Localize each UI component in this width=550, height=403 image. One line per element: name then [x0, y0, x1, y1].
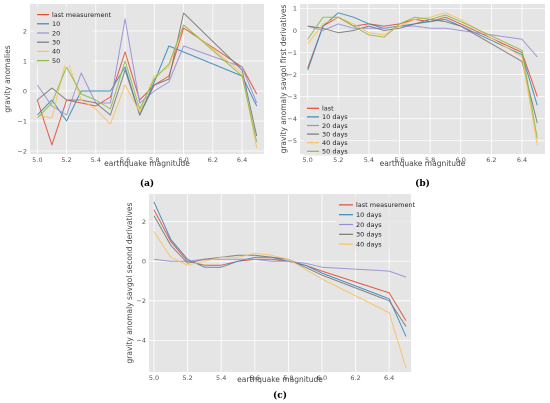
x-tick-label: 6.0 — [317, 374, 327, 382]
x-axis-label: earthquake magnitude — [380, 159, 466, 168]
series-line-3 — [36, 12, 258, 137]
legend-label: 20 — [52, 29, 60, 37]
legend-box — [34, 6, 92, 66]
x-tick-label: 5.4 — [91, 156, 101, 164]
x-tick-label: 5.6 — [394, 156, 404, 164]
y-tick-label: −4 — [287, 115, 297, 123]
series-line-3 — [153, 215, 407, 327]
legend-label: 50 days — [322, 148, 348, 156]
series-line-5 — [307, 14, 538, 139]
legend-label: 30 days — [322, 130, 348, 138]
legend-box — [304, 100, 344, 156]
chart-panel-a: 5.0 5.2 5.4 5.6 5.8 6.0 6.2 6.4 −2 −1 0 1 2 earthquak… — [3, 4, 264, 189]
y-tick-label: −1 — [17, 117, 27, 125]
x-tick-label: 5.8 — [283, 374, 293, 382]
chart-panel-b: 5.0 5.2 5.4 5.6 5.8 6.0 6.2 6.4 −5 −4 −3 −2 −1 0 1 eart… — [279, 4, 545, 189]
panel-label: (b) — [415, 178, 430, 189]
y-tick-label: −1 — [287, 49, 297, 57]
legend: last measurement 10 days 20 days 30 days40 … — [336, 196, 416, 249]
y-axis-label: gravity anomalies — [3, 45, 12, 112]
series-line-2 — [153, 258, 407, 278]
y-tick-label: −2 — [287, 71, 297, 79]
legend-label: 40 days — [356, 240, 382, 248]
series-line-1 — [153, 201, 407, 337]
x-tick-label: 5.4 — [364, 156, 374, 164]
x-tick-label: 6.4 — [384, 374, 394, 382]
y-axis-label: gravity anomaly savgol first derivatives — [279, 4, 288, 153]
series-line-3 — [307, 18, 538, 124]
x-tick-label: 5.2 — [182, 374, 192, 382]
legend-label: 20 days — [322, 122, 348, 130]
panel-label: (a) — [140, 178, 154, 189]
y-tick-label: 2 — [142, 218, 146, 226]
x-tick-label: 6.0 — [456, 156, 466, 164]
x-tick-label: 5.6 — [120, 156, 130, 164]
legend-label: 30 days — [356, 231, 382, 239]
series-line-5 — [36, 24, 258, 143]
x-tick-label: 5.2 — [61, 156, 71, 164]
x-tick-label: 5.4 — [216, 374, 226, 382]
legend-label: 40 — [52, 48, 60, 56]
y-tick-label: −2 — [136, 297, 146, 305]
x-tick-label: 5.0 — [302, 156, 312, 164]
y-axis-label: gravity anomaly savgol second derivative… — [125, 202, 134, 363]
x-tick-label: 5.6 — [250, 374, 260, 382]
legend-label: 50 — [52, 57, 60, 65]
y-tick-label: −4 — [136, 337, 146, 345]
chart-panel-c: 5.0 5.2 5.4 5.6 5.8 6.0 6.2 6.4 −4 −2 0 2 earthquake… — [125, 194, 416, 401]
y-tick-label: 1 — [23, 57, 27, 65]
legend-label: 20 days — [356, 221, 382, 229]
legend-label: last measurement — [52, 11, 112, 19]
series-line-1 — [36, 45, 258, 122]
y-tick-label: −3 — [287, 93, 297, 101]
x-tick-label: 5.0 — [32, 156, 42, 164]
x-axis-label: earthquake magnitude — [104, 159, 190, 168]
y-tick-label: −5 — [287, 137, 297, 145]
legend-box — [336, 196, 410, 249]
legend-label: 40 days — [322, 139, 348, 147]
y-tick-label: 0 — [142, 258, 146, 266]
legend-label: 10 days — [322, 113, 348, 121]
x-tick-label: 6.4 — [237, 156, 247, 164]
y-tick-label: 0 — [23, 87, 27, 95]
legend-label: 10 — [52, 20, 60, 28]
series-line-4 — [153, 231, 407, 369]
x-tick-label: 5.0 — [149, 374, 159, 382]
x-tick-label: 5.8 — [425, 156, 435, 164]
x-axis-label: earthquake magnitude — [237, 375, 323, 384]
series-line-2 — [36, 18, 258, 116]
x-tick-label: 6.2 — [350, 374, 360, 382]
x-tick-label: 6.0 — [178, 156, 188, 164]
legend-label: 30 — [52, 39, 60, 47]
y-tick-label: 2 — [23, 27, 27, 35]
x-tick-label: 5.8 — [149, 156, 159, 164]
x-tick-label: 6.2 — [486, 156, 496, 164]
y-tick-label: 0 — [293, 27, 297, 35]
x-tick-label: 6.4 — [517, 156, 527, 164]
x-tick-label: 5.2 — [333, 156, 343, 164]
panel-label: (c) — [273, 390, 287, 401]
legend-label: last — [322, 105, 334, 113]
legend-label: last measurement — [356, 201, 416, 209]
x-tick-label: 6.2 — [208, 156, 218, 164]
y-tick-label: 1 — [293, 5, 297, 13]
y-tick-label: −2 — [17, 147, 27, 155]
legend-label: 10 days — [356, 211, 382, 219]
